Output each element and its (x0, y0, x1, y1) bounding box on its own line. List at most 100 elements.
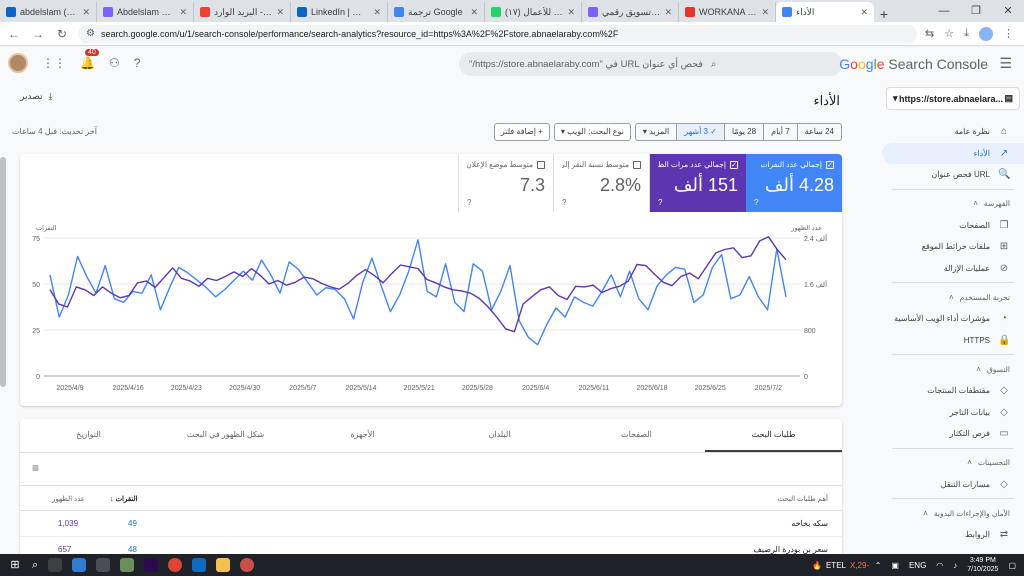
system-tray-icon[interactable]: ▣ (891, 560, 899, 570)
close-tab-icon[interactable]: ✕ (761, 6, 769, 17)
premiere-icon[interactable] (144, 558, 159, 572)
chevron-up-icon[interactable]: ⌃ (874, 560, 882, 570)
browser-tab[interactable]: LinkedIn | الإشعارات ✕ (291, 2, 388, 22)
table-row[interactable]: سكه بخاخه 49 1,039 (20, 511, 842, 537)
close-window-button[interactable]: ✕ (1003, 5, 1013, 17)
close-tab-icon[interactable]: ✕ (664, 6, 672, 17)
add-filter-chip[interactable]: + إضافة فلتر (493, 123, 550, 141)
metric-card-position[interactable]: متوسط موضع الإعلان 7.3 ? (458, 154, 554, 212)
date-range-option[interactable]: 28 يومًا (723, 124, 763, 140)
apps-grid-icon[interactable]: ⋮⋮ (42, 56, 66, 70)
help-icon[interactable]: ? (467, 198, 472, 207)
sidebar-item[interactable]: فحص عنوان URL 🔍 (882, 164, 1024, 186)
sidebar-item[interactable]: الأداء ↗ (882, 142, 1024, 164)
search-console-logo[interactable]: Google Search Console (839, 56, 988, 72)
windows-start-icon[interactable]: ⊞ (8, 558, 22, 572)
browser-tab[interactable]: الأداء ✕ (776, 2, 874, 22)
back-icon[interactable]: ← (8, 26, 20, 41)
file-explorer-icon[interactable] (216, 558, 231, 572)
reload-icon[interactable]: ↻ (56, 26, 68, 41)
metric-card-impressions[interactable]: ✓ إجمالي عدد مرات الظهو... 151 ألف ? (650, 154, 746, 212)
filter-rows-icon[interactable]: ≡ (32, 461, 40, 475)
browser-tab[interactable]: ترجمة Google ✕ (388, 2, 485, 22)
date-range-option[interactable]: 7 أيام (763, 124, 797, 140)
export-button[interactable]: تصدير ⤓ (20, 91, 53, 102)
translate-icon[interactable]: ⇆ (925, 27, 935, 40)
notifications-bell-icon[interactable]: 🔔 40 (80, 49, 99, 70)
help-icon[interactable]: ? (562, 198, 567, 207)
browser-tab[interactable]: abdelslam (seo) | Linkedin ✕ (0, 2, 97, 22)
help-icon[interactable]: ? (754, 198, 759, 207)
maximize-button[interactable]: ❐ (971, 5, 981, 17)
browser-tab[interactable]: أخصائي تسويق رقمي - ...✕ (582, 2, 679, 22)
sidebar-item[interactable]: فرص التكثار ▭ (882, 423, 1024, 445)
forward-icon[interactable]: → (32, 26, 44, 41)
nav-section-header[interactable]: ˄ الأمان والإجراءات اليدوية (882, 502, 1024, 524)
profile-avatar[interactable] (979, 26, 993, 41)
account-avatar[interactable] (8, 53, 28, 73)
sidebar-item[interactable]: مقتطفات المنتجات ◇ (882, 380, 1024, 402)
browser-tab[interactable]: واتساب للأعمال (١٧) ✕ (485, 2, 582, 22)
new-tab-button[interactable]: + (879, 6, 889, 22)
download-icon[interactable]: ⤓ (964, 26, 969, 39)
weather-widget[interactable]: 🔥 ETEL X,29- (812, 554, 869, 576)
browser-tab[interactable]: Abdelslam Hassan | ... ✕ (97, 2, 194, 22)
sidebar-item[interactable]: الروابط ⇄ (882, 524, 1024, 546)
close-tab-icon[interactable]: ✕ (179, 6, 187, 17)
col-header-clicks[interactable]: ↓ النقرات (110, 496, 138, 503)
sidebar-item[interactable]: مؤشرات أداء الويب الأساسية ◔ (882, 308, 1024, 330)
property-selector[interactable]: ▾ https://store.abnaelara... ▤ (886, 87, 1020, 110)
browser-tab[interactable]: WORKANA > Find ta... ✕ (679, 2, 776, 22)
close-tab-icon[interactable]: ✕ (373, 6, 381, 17)
chrome-icon[interactable] (168, 558, 183, 572)
search-type-chip[interactable]: نوع البحث: الويب ▾ (553, 123, 631, 141)
manage-users-icon[interactable]: ⚇ (108, 56, 120, 70)
col-header-impressions[interactable]: عدد الظهور (52, 496, 85, 503)
metric-card-clicks[interactable]: ✓ إجمالي عدد النقرات 4.28 ألف ? (746, 154, 842, 212)
clock[interactable]: 3:49 PM 7/10/2025 (967, 556, 998, 574)
tab-dimension[interactable]: الصفحات (621, 430, 652, 439)
help-icon[interactable]: ? (658, 198, 663, 207)
metric-card-ctr[interactable]: متوسط نسبة النقر إلى ال... 2.8% ? (554, 154, 650, 212)
sidebar-item[interactable]: نظرة عامة ⌂ (882, 121, 1024, 143)
nav-section-header[interactable]: ˄ التسوق (882, 358, 1024, 380)
table-row[interactable]: سعر بن بودرة الرصيف 48 657 (20, 537, 842, 554)
volume-icon[interactable]: ♪ (953, 560, 958, 570)
tab-dimension[interactable]: شكل الظهور في البحث (186, 430, 265, 439)
bookmark-star-icon[interactable]: ☆ (944, 27, 955, 40)
close-tab-icon[interactable]: ✕ (860, 6, 868, 17)
tab-dimension[interactable]: الأجهزة (350, 430, 375, 439)
close-tab-icon[interactable]: ✕ (276, 6, 284, 17)
copilot-icon[interactable] (72, 558, 87, 572)
hamburger-menu-icon[interactable]: ☰ (999, 55, 1012, 71)
store-icon[interactable] (96, 558, 111, 572)
tab-dimension[interactable]: التواريخ (76, 430, 101, 439)
sidebar-item[interactable]: مسارات التنقل ◇ (882, 474, 1024, 496)
tab-dimension[interactable]: البلدان (488, 430, 511, 439)
search-icon[interactable]: ⌕ (32, 558, 39, 571)
browser-tab[interactable]: البريد الوارد - Gmail .com✕ (194, 2, 291, 22)
nav-section-header[interactable]: ˄ التحسينات (882, 452, 1024, 474)
url-inspect-search[interactable]: ⌕ فحص أي عنوان URL في "https://store.abn… (459, 52, 842, 76)
nav-section-header[interactable]: ˄ الفهرسة (882, 193, 1024, 215)
wifi-icon[interactable]: ◠ (936, 560, 944, 570)
site-info-icon[interactable]: ⚙ (86, 28, 95, 39)
close-tab-icon[interactable]: ✕ (82, 6, 90, 17)
chrome-profile-icon[interactable] (240, 558, 255, 572)
url-field[interactable]: ⚙ search.google.com/u/1/search-console/p… (78, 24, 918, 43)
notifications-icon[interactable]: ▢ (1008, 560, 1016, 570)
close-tab-icon[interactable]: ✕ (567, 6, 575, 17)
lang-indicator[interactable]: ENG (908, 560, 927, 570)
sidebar-item[interactable]: الصفحات ❐ (882, 215, 1024, 237)
menu-kebab-icon[interactable]: ⋮ (1003, 27, 1014, 40)
date-range-option[interactable]: 24 ساعة (796, 124, 841, 140)
date-range-option[interactable]: المزيد ▾ (642, 127, 670, 136)
sidebar-item[interactable]: ملفات خرائط الموقع ⊞ (882, 236, 1024, 258)
outlook-icon[interactable] (192, 558, 207, 572)
task-view-icon[interactable] (48, 558, 63, 572)
app-icon[interactable] (120, 558, 135, 572)
minimize-button[interactable]: — (938, 5, 950, 17)
sidebar-item[interactable]: بيانات التاجر ◇ (882, 402, 1024, 424)
date-range-option[interactable]: ✓ 3 أشهر (676, 124, 724, 140)
sidebar-item[interactable]: HTTPS 🔒 (882, 330, 1024, 352)
